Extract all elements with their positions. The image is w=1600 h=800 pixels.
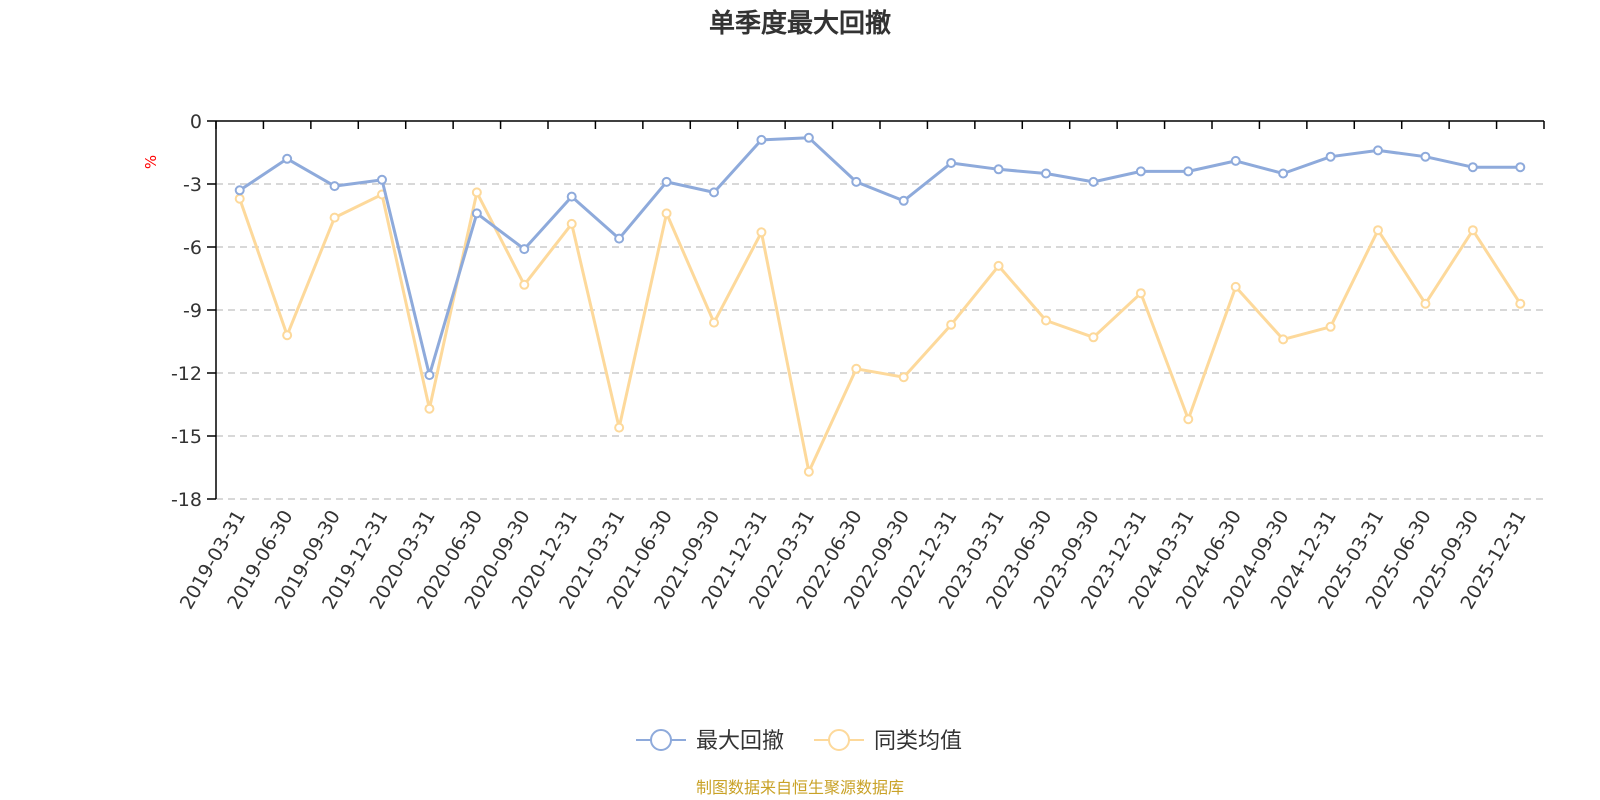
data-point[interactable]: [756, 134, 767, 145]
series-line: [238, 136, 1521, 377]
data-point[interactable]: [851, 176, 862, 187]
data-point[interactable]: [1183, 414, 1194, 425]
data-point[interactable]: [756, 227, 767, 238]
data-point[interactable]: [1515, 162, 1526, 173]
data-point[interactable]: [1135, 288, 1146, 299]
data-point[interactable]: [946, 319, 957, 330]
data-point[interactable]: [1041, 315, 1051, 326]
data-point[interactable]: [614, 422, 625, 433]
data-point[interactable]: [709, 317, 719, 328]
data-point[interactable]: [898, 372, 909, 383]
chart-title: 单季度最大回撤: [709, 8, 891, 39]
data-point[interactable]: [661, 208, 672, 219]
data-point[interactable]: [1467, 162, 1478, 173]
legend-label-peer-average: 同类均值: [874, 729, 962, 754]
data-point[interactable]: [1041, 168, 1051, 179]
data-point[interactable]: [1515, 298, 1526, 309]
legend-item-max-drawdown[interactable]: 最大回撤: [636, 729, 784, 754]
y-tick-label: -12: [171, 363, 202, 385]
data-point[interactable]: [519, 244, 530, 255]
y-tick-label: -6: [183, 237, 202, 259]
data-point[interactable]: [1278, 168, 1289, 179]
data-point[interactable]: [803, 132, 814, 143]
y-tick-label: -15: [171, 426, 202, 448]
legend-label-max-drawdown: 最大回撤: [696, 729, 784, 754]
data-point[interactable]: [234, 193, 245, 204]
y-axis-unit-label: %: [142, 155, 160, 169]
data-point[interactable]: [377, 174, 387, 185]
y-tick-label: -3: [183, 174, 202, 196]
legend-marker-max-drawdown: [650, 729, 672, 751]
data-point[interactable]: [566, 191, 577, 202]
data-point[interactable]: [282, 153, 293, 164]
data-point[interactable]: [803, 466, 814, 477]
data-point[interactable]: [519, 279, 530, 290]
data-point[interactable]: [1088, 332, 1099, 343]
data-point[interactable]: [709, 187, 719, 198]
data-point[interactable]: [851, 363, 862, 374]
legend[interactable]: 最大回撤 同类均值: [636, 729, 962, 754]
data-point[interactable]: [566, 218, 577, 229]
data-point[interactable]: [471, 208, 482, 219]
data-point[interactable]: [1230, 155, 1241, 166]
y-tick-label: -18: [171, 489, 202, 511]
data-point[interactable]: [234, 185, 245, 196]
legend-marker-peer-average: [828, 729, 850, 751]
y-tick-label: -9: [183, 300, 202, 322]
data-point[interactable]: [898, 195, 909, 206]
data-point[interactable]: [661, 176, 672, 187]
data-point[interactable]: [1230, 281, 1241, 292]
data-point[interactable]: [1373, 145, 1383, 156]
data-point[interactable]: [471, 187, 482, 198]
data-source-note: 制图数据来自恒生聚源数据库: [696, 778, 904, 797]
y-tick-label: 0: [190, 111, 202, 133]
data-point[interactable]: [1467, 225, 1478, 236]
data-point[interactable]: [993, 260, 1004, 271]
data-point[interactable]: [1325, 321, 1336, 332]
data-point[interactable]: [1183, 166, 1194, 177]
data-point[interactable]: [424, 403, 435, 414]
data-point[interactable]: [993, 164, 1004, 175]
data-point[interactable]: [946, 158, 957, 168]
data-point[interactable]: [1278, 334, 1289, 345]
data-point[interactable]: [329, 181, 340, 192]
series-line: [238, 190, 1522, 474]
series-peer-average: [234, 187, 1526, 477]
legend-item-peer-average[interactable]: 同类均值: [814, 729, 962, 754]
data-point[interactable]: [1373, 225, 1383, 236]
data-point[interactable]: [329, 212, 340, 223]
series-lines: [234, 132, 1526, 477]
data-point[interactable]: [1088, 176, 1099, 187]
data-point[interactable]: [1325, 151, 1336, 162]
data-point[interactable]: [1420, 298, 1431, 309]
data-point[interactable]: [1420, 151, 1431, 162]
data-point[interactable]: [614, 233, 625, 244]
data-point[interactable]: [424, 370, 435, 381]
data-point[interactable]: [282, 330, 293, 341]
series-max-drawdown: [234, 132, 1526, 381]
data-point[interactable]: [1135, 166, 1146, 177]
